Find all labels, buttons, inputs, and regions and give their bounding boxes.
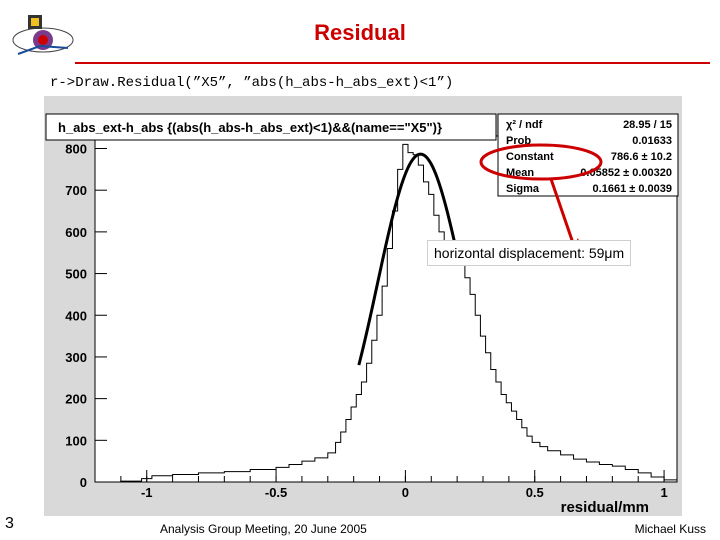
x-tick-label: -0.5 xyxy=(265,485,287,500)
root-command: r->Draw.Residual(”X5”, ”abs(h_abs-h_abs_… xyxy=(50,75,454,91)
y-tick-label: 100 xyxy=(65,433,87,448)
stats-label: Constant xyxy=(506,151,554,163)
histogram-outline xyxy=(95,143,678,483)
y-tick-label: 0 xyxy=(80,475,87,490)
x-tick-label: 1 xyxy=(660,485,667,500)
y-tick-label: 800 xyxy=(65,142,87,157)
stats-value: 786.6 ± 10.2 xyxy=(611,151,672,163)
footer-meeting: Analysis Group Meeting, 20 June 2005 xyxy=(160,522,367,536)
highlight-ellipse xyxy=(479,143,603,181)
y-tick-label: 400 xyxy=(65,308,87,323)
stats-value: 0.05852 ± 0.00320 xyxy=(580,167,672,179)
histogram-plot: h_abs_ext-h_abs {(abs(h_abs-h_abs_ext)<1… xyxy=(44,96,682,516)
y-tick-label: 600 xyxy=(65,225,87,240)
stats-label: Sigma xyxy=(506,183,540,195)
stats-label: Prob xyxy=(506,135,531,147)
y-tick-label: 200 xyxy=(65,392,87,407)
stats-value: 28.95 / 15 xyxy=(623,119,672,131)
experiment-logo xyxy=(12,15,74,55)
stats-label: χ² / ndf xyxy=(506,119,543,131)
histogram-chart: h_abs_ext-h_abs {(abs(h_abs-h_abs_ext)<1… xyxy=(44,96,682,516)
x-axis-label: residual/mm xyxy=(561,499,649,516)
y-tick-label: 300 xyxy=(65,350,87,365)
title-rule xyxy=(75,62,710,64)
y-tick-label: 700 xyxy=(65,183,87,198)
stats-value: 0.1661 ± 0.0039 xyxy=(593,183,672,195)
stats-value: 0.01633 xyxy=(632,135,672,147)
histogram-title: h_abs_ext-h_abs {(abs(h_abs-h_abs_ext)<1… xyxy=(58,120,442,135)
x-tick-label: -1 xyxy=(141,485,153,500)
stats-box xyxy=(497,113,679,197)
slide-title: Residual xyxy=(314,20,406,45)
x-tick-label: 0 xyxy=(402,485,409,500)
stats-lines: χ² / ndf 28.95 / 15 Prob 0.01633 Constant 786… xyxy=(506,119,672,195)
page-number: 3 xyxy=(5,515,14,532)
annotation-arrow xyxy=(549,178,576,247)
gaussian-fit-curve xyxy=(357,152,459,366)
y-tick-label: 500 xyxy=(65,267,87,282)
footer-author: Michael Kuss xyxy=(634,522,706,536)
histogram-title-box xyxy=(45,113,497,141)
displacement-annotation: horizontal displacement: 59μm xyxy=(427,240,632,266)
x-tick-label: 0.5 xyxy=(526,485,544,500)
